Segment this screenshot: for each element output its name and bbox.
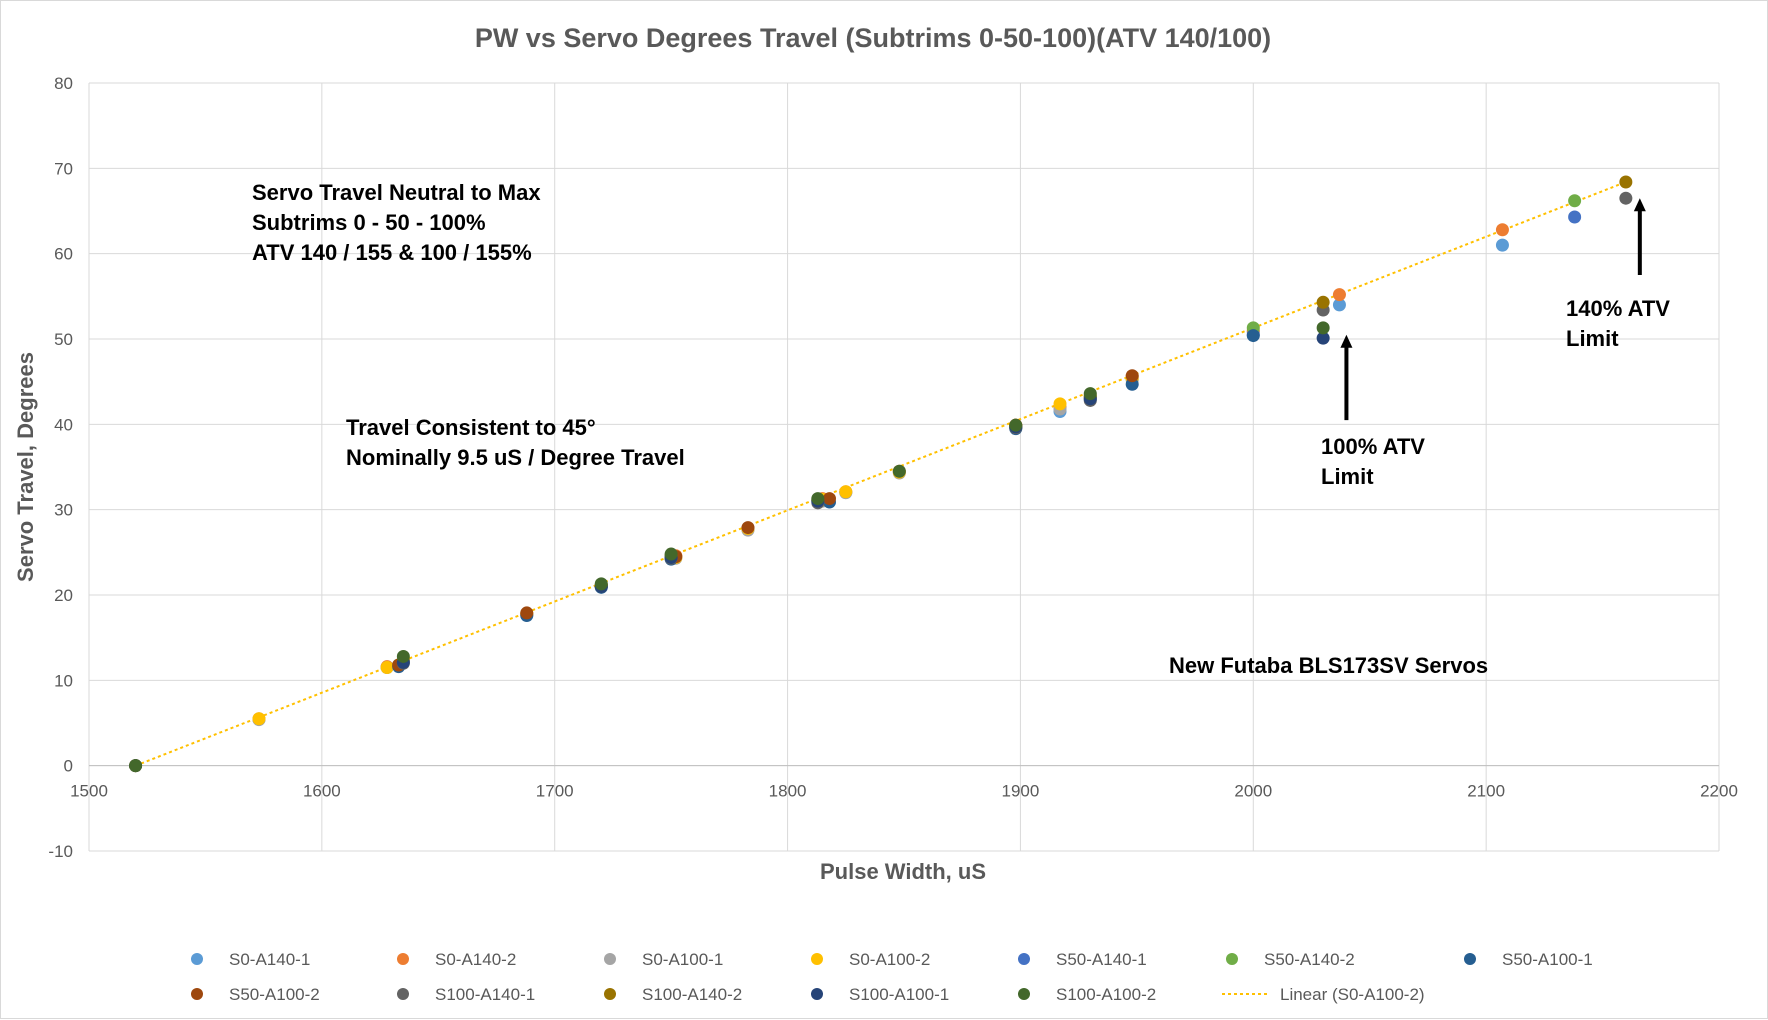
y-tick-label: 40 — [54, 415, 73, 434]
legend-marker — [604, 988, 616, 1000]
y-tick-label: 20 — [54, 586, 73, 605]
data-point — [1053, 397, 1067, 411]
data-point — [1568, 194, 1582, 208]
legend-label: S0-A140-1 — [229, 950, 310, 969]
legend-label: S50-A100-1 — [1502, 950, 1593, 969]
data-point — [252, 712, 266, 726]
data-point — [1619, 175, 1633, 189]
legend-marker — [397, 953, 409, 965]
y-tick-label: 10 — [54, 671, 73, 690]
legend-marker — [191, 953, 203, 965]
annotation-text: Subtrims 0 - 50 - 100% — [252, 210, 486, 235]
data-point — [1125, 369, 1139, 383]
y-tick-label: 80 — [54, 74, 73, 93]
legend-marker — [1464, 953, 1476, 965]
legend-marker — [811, 953, 823, 965]
data-point — [1495, 238, 1509, 252]
y-tick-label: 0 — [64, 757, 73, 776]
data-point — [1246, 329, 1260, 343]
x-tick-label: 2000 — [1234, 782, 1272, 801]
legend-marker — [1226, 953, 1238, 965]
annotation-text: Limit — [1566, 326, 1619, 351]
annotation-text: Travel Consistent to 45° — [346, 415, 596, 440]
legend-marker — [811, 988, 823, 1000]
data-point — [396, 649, 410, 663]
grid-layer — [88, 82, 1720, 852]
data-point — [129, 759, 143, 773]
data-point — [1568, 210, 1582, 224]
trendline — [135, 181, 1627, 767]
legend-marker — [191, 988, 203, 1000]
data-point — [822, 492, 836, 506]
data-point — [380, 661, 394, 675]
data-point — [1316, 295, 1330, 309]
chart-title: PW vs Servo Degrees Travel (Subtrims 0-5… — [475, 23, 1271, 53]
y-tick-label: 30 — [54, 501, 73, 520]
x-tick-label: 2200 — [1700, 782, 1738, 801]
legend-marker — [1018, 988, 1030, 1000]
legend-marker — [397, 988, 409, 1000]
annotation-arrow-head — [1340, 334, 1353, 348]
legend-label: S50-A140-2 — [1264, 950, 1355, 969]
x-tick-label: 1800 — [769, 782, 807, 801]
legend-label: S50-A100-2 — [229, 985, 320, 1004]
data-point — [1332, 288, 1346, 302]
y-tick-label: -10 — [48, 842, 73, 861]
x-tick-label: 1600 — [303, 782, 341, 801]
x-tick-label: 1900 — [1002, 782, 1040, 801]
data-points-layer — [129, 175, 1633, 773]
annotation-arrow-head — [1633, 198, 1646, 212]
annotation-text: 100% ATV — [1321, 434, 1425, 459]
data-point — [1083, 387, 1097, 401]
x-axis-title: Pulse Width, uS — [820, 859, 986, 884]
annotations-layer: Servo Travel Neutral to Max Subtrims 0 - … — [252, 180, 1670, 678]
data-point — [1495, 223, 1509, 237]
legend-label: Linear (S0-A100-2) — [1280, 985, 1425, 1004]
axis-tick-labels: -10 0 10 20 30 40 50 60 70 80 1500 1600 1700 1800 1900… — [48, 74, 1737, 861]
legend-marker — [1018, 953, 1030, 965]
legend-marker — [604, 953, 616, 965]
annotation-text: 140% ATV — [1566, 296, 1670, 321]
y-axis-title: Servo Travel, Degrees — [13, 352, 38, 582]
x-tick-label: 2100 — [1467, 782, 1505, 801]
data-point — [664, 547, 678, 561]
data-point — [892, 464, 906, 478]
data-point — [1332, 298, 1346, 312]
legend-label: S100-A100-1 — [849, 985, 949, 1004]
annotation-text: New Futaba BLS173SV Servos — [1169, 653, 1488, 678]
trendline-layer — [135, 181, 1627, 767]
data-point — [1316, 331, 1330, 345]
data-point — [520, 606, 534, 620]
y-tick-label: 60 — [54, 245, 73, 264]
annotation-text: Nominally 9.5 uS / Degree Travel — [346, 445, 685, 470]
annotation-text: ATV 140 / 155 & 100 / 155% — [252, 240, 532, 265]
legend-label: S100-A140-1 — [435, 985, 535, 1004]
data-point — [839, 485, 853, 499]
legend-label: S0-A100-2 — [849, 950, 930, 969]
data-point — [594, 577, 608, 591]
legend-label: S0-A100-1 — [642, 950, 723, 969]
legend: S0-A140-1 S0-A140-2 S0-A100-1 S0-A100-2 S50-… — [191, 950, 1593, 1004]
annotation-text: Servo Travel Neutral to Max — [252, 180, 541, 205]
annotation-text: Limit — [1321, 464, 1374, 489]
x-tick-label: 1500 — [70, 782, 108, 801]
data-point — [1009, 418, 1023, 432]
data-point — [1316, 321, 1330, 335]
y-tick-label: 70 — [54, 159, 73, 178]
data-point — [741, 521, 755, 535]
legend-label: S100-A100-2 — [1056, 985, 1156, 1004]
y-tick-label: 50 — [54, 330, 73, 349]
legend-label: S0-A140-2 — [435, 950, 516, 969]
legend-label: S50-A140-1 — [1056, 950, 1147, 969]
data-point — [811, 492, 825, 506]
legend-label: S100-A140-2 — [642, 985, 742, 1004]
x-tick-label: 1700 — [536, 782, 574, 801]
data-point — [1619, 191, 1633, 205]
